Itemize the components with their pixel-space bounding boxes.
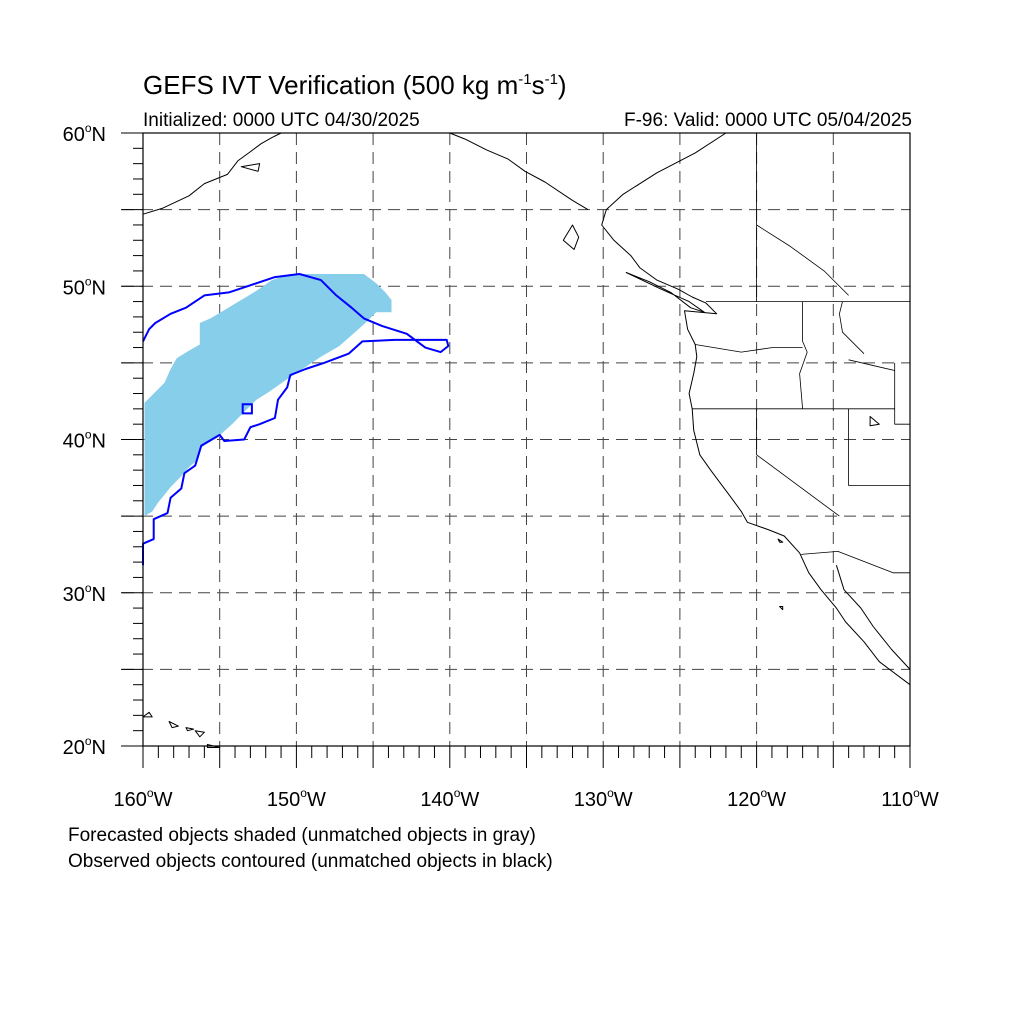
ivt-objects (142, 273, 450, 566)
political-border (848, 359, 895, 371)
lon-label: 110oW (881, 786, 939, 811)
coastlines-borders (142, 132, 911, 748)
coastline-gulf-of-california (835, 565, 911, 670)
island-outline (869, 416, 880, 427)
map-title: GEFS IVT Verification (500 kg m-1s-1) (143, 70, 567, 100)
observed-object-contour (142, 273, 450, 566)
political-border (756, 224, 849, 296)
political-border (756, 408, 840, 517)
political-border (848, 408, 910, 486)
island-outline (142, 711, 153, 718)
island-outline (777, 538, 784, 543)
lon-label: 160oW (114, 786, 173, 811)
map-frame (142, 132, 911, 747)
valid-time: F-96: Valid: 0000 UTC 05/04/2025 (624, 110, 912, 131)
island-outline (625, 272, 705, 313)
island-outline (194, 730, 205, 738)
lon-label: 120oW (727, 786, 786, 811)
island-outline (185, 727, 195, 732)
lat-label: 40oN (63, 428, 106, 453)
lat-label: 30oN (63, 581, 106, 606)
legend-note-observed: Observed objects contoured (unmatched ob… (68, 851, 553, 872)
lat-label: 60oN (63, 121, 106, 146)
island-outline (562, 224, 580, 250)
axis-labels: 60oN 50oN 40oN 30oN 20oN 160oW 150oW 140oW 130oW… (63, 121, 939, 811)
initialized-time: Initialized: 0000 UTC 04/30/2025 (143, 110, 420, 131)
lon-label: 140oW (420, 786, 479, 811)
island-outline (779, 606, 784, 611)
island-outline (240, 163, 261, 172)
coastline-alaska (142, 132, 282, 215)
island-outline (168, 721, 179, 729)
lon-label: 130oW (574, 786, 633, 811)
political-border (894, 362, 910, 425)
political-border (801, 551, 910, 574)
lon-label: 150oW (267, 786, 326, 811)
lat-label: 50oN (63, 274, 106, 299)
forecast-object-shaded (144, 274, 392, 517)
political-border (839, 301, 865, 354)
axis-ticks (121, 132, 911, 768)
political-border (695, 344, 803, 353)
legend-note-forecast: Forecasted objects shaded (unmatched obj… (68, 825, 536, 846)
observed-object-contour-small (241, 403, 253, 415)
lat-label: 20oN (63, 734, 106, 759)
political-border (799, 301, 808, 409)
coastline-north-america (601, 132, 911, 686)
coastline-southeast-alaska (449, 132, 589, 211)
